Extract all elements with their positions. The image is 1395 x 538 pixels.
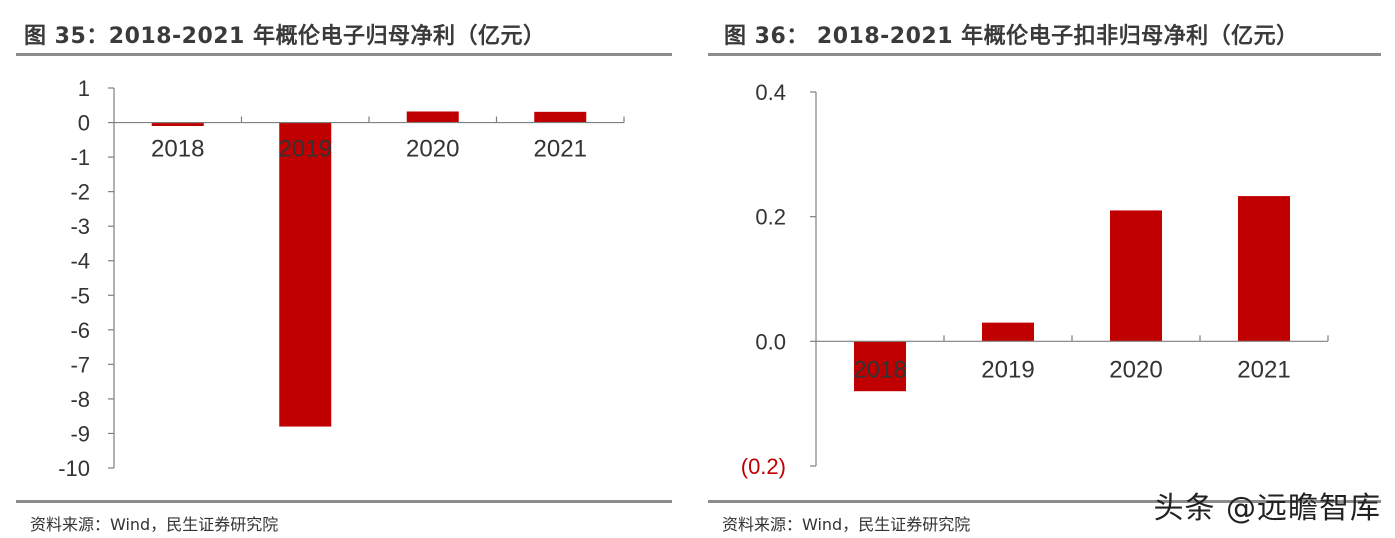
chart-panel-net-profit: 图 35：2018-2021 年概伦电子归母净利（亿元） 1 0 -1 -2 -3 -4 -… xyxy=(0,0,690,538)
x-category-label: 2020 xyxy=(406,136,459,163)
x-category-label: 2018 xyxy=(853,356,906,383)
x-category-label: 2020 xyxy=(1109,356,1162,383)
bar-chart-deducted-net-profit: 0.4 0.2 0.0 (0.2) 2018 2019 2020 2021 xyxy=(741,80,1329,479)
source-note: 资料来源：Wind，民生证券研究院 xyxy=(722,515,971,534)
y-tick-label: -8 xyxy=(70,387,90,412)
title-rule xyxy=(16,53,672,56)
chart-title: 图 36： 2018-2021 年概伦电子扣非归母净利（亿元） xyxy=(724,24,1299,49)
y-tick-label: -7 xyxy=(70,352,90,377)
title-rule xyxy=(708,53,1381,56)
bar-2018 xyxy=(151,122,204,126)
x-category-label: 2021 xyxy=(1237,356,1290,383)
y-tick-label: -5 xyxy=(70,283,90,308)
x-category-label: 2018 xyxy=(151,136,204,163)
y-tick-label: 0.2 xyxy=(755,205,786,230)
y-tick-label: -1 xyxy=(70,145,90,170)
y-tick-label: -3 xyxy=(70,214,90,239)
y-tick-label: (0.2) xyxy=(741,454,786,479)
bar-2020 xyxy=(406,111,459,123)
bar-chart-net-profit: 1 0 -1 -2 -3 -4 -5 -6 -7 -8 -9 -10 2018 2019 2020 2021 xyxy=(58,76,625,481)
source-rule xyxy=(708,500,1381,503)
bar-2018 xyxy=(854,341,906,392)
source-rule xyxy=(16,500,672,503)
y-tick-label: 0 xyxy=(78,111,90,136)
bar-2021 xyxy=(534,111,587,123)
bar-2019 xyxy=(982,322,1034,342)
y-tick-label: 0.4 xyxy=(755,80,786,105)
y-tick-label: 1 xyxy=(78,76,90,101)
x-category-label: 2019 xyxy=(279,136,332,163)
x-category-label: 2019 xyxy=(981,356,1034,383)
y-tick-label: 0.0 xyxy=(755,329,786,354)
y-tick-label: -4 xyxy=(70,249,90,274)
y-tick-label: -2 xyxy=(70,180,90,205)
watermark-text: 头条 @远瞻智库 xyxy=(1153,491,1381,526)
chart-title: 图 35：2018-2021 年概伦电子归母净利（亿元） xyxy=(24,24,546,49)
source-note: 资料来源：Wind，民生证券研究院 xyxy=(30,515,279,534)
y-tick-label: -9 xyxy=(70,421,90,446)
y-tick-label: -6 xyxy=(70,318,90,343)
bar-2020 xyxy=(1110,210,1162,342)
chart-panel-deducted-net-profit: 图 36： 2018-2021 年概伦电子扣非归母净利（亿元） 0.4 0.2 0.… xyxy=(704,0,1395,538)
bar-2021 xyxy=(1238,196,1290,342)
x-category-label: 2021 xyxy=(534,136,587,163)
y-tick-label: -10 xyxy=(58,456,90,481)
bar-2019 xyxy=(279,122,332,427)
